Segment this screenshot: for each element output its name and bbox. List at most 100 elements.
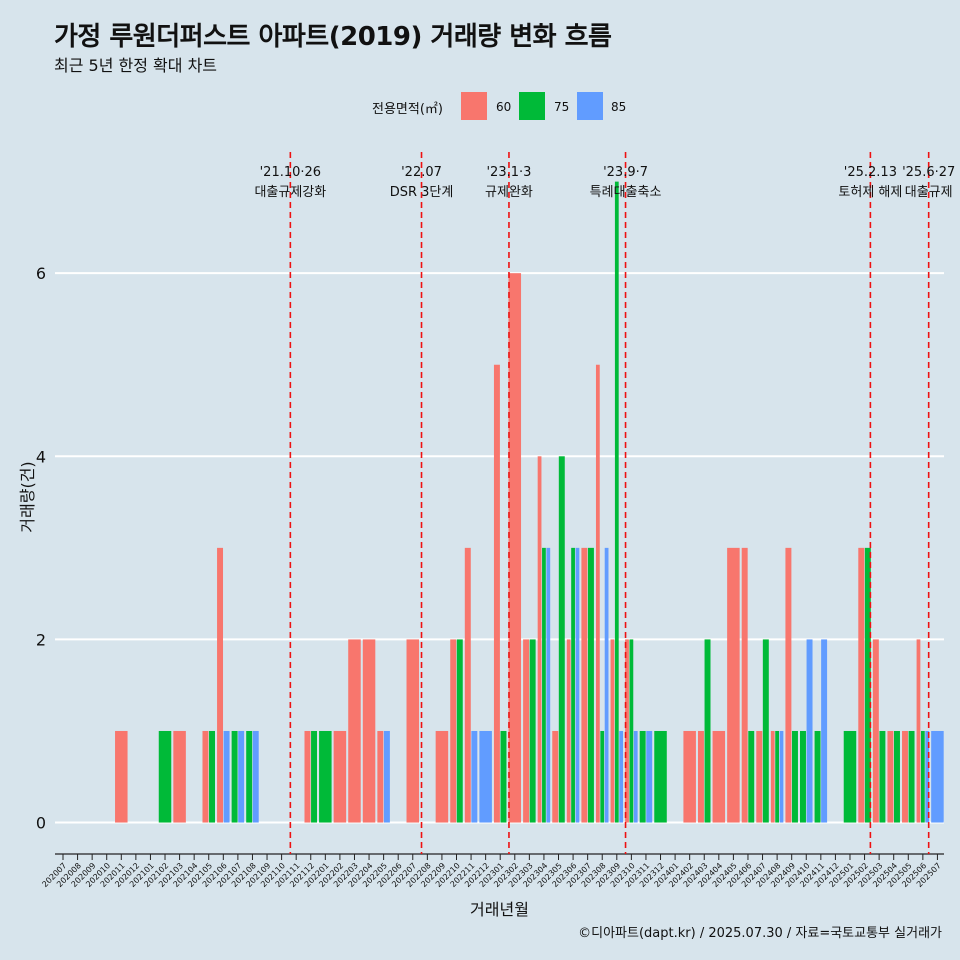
bar-75-202502 <box>864 547 871 823</box>
bar-60-202502 <box>858 547 865 823</box>
bar-60-202112 <box>304 730 311 823</box>
bar-75-202311 <box>639 730 646 823</box>
event-label-4: 토허제 해제 <box>838 185 902 200</box>
bar-75-202408 <box>775 730 780 823</box>
bar-75-202306 <box>571 547 575 823</box>
bar-60-202303 <box>523 639 530 823</box>
chart-subtitle: 최근 5년 한정 확대 차트 <box>54 56 218 75</box>
y-axis-title: 거래량(건) <box>18 461 37 532</box>
bar-60-202105 <box>202 730 209 823</box>
legend: 전용면적(㎡) 60 75 85 <box>0 92 960 122</box>
bar-60-202306 <box>566 639 571 823</box>
x-axis-title: 거래년월 <box>470 900 529 919</box>
bar-85-202411 <box>821 639 828 823</box>
bar-75-202312 <box>654 730 667 823</box>
bar-60-202103 <box>173 730 186 823</box>
bar-60-202310 <box>625 639 629 823</box>
bar-75-202102 <box>158 730 172 823</box>
bar-75-202501 <box>843 730 857 823</box>
bar-60-202305 <box>552 730 559 823</box>
legend-label-75: 75 <box>554 100 570 114</box>
event-date-2: '23.1·3 <box>486 165 531 180</box>
bar-60-202503 <box>872 639 879 823</box>
bar-75-202308 <box>600 730 605 823</box>
bar-60-202207 <box>406 639 420 823</box>
bar-60-202203 <box>348 639 361 823</box>
bar-75-202309 <box>614 181 619 823</box>
bar-85-202306 <box>575 547 580 823</box>
bar-75-202305 <box>558 456 565 823</box>
event-label-0: 대출규제강화 <box>254 185 326 200</box>
event-date-0: '21.10·26 <box>260 165 321 180</box>
legend-key-85 <box>577 92 603 120</box>
event-label-1: DSR 3단계 <box>390 185 454 200</box>
bar-60-202506 <box>916 639 921 823</box>
bar-60-202106 <box>217 547 224 823</box>
bar-75-202112 <box>311 730 318 823</box>
bar-60-202504 <box>887 730 894 823</box>
bar-75-202303 <box>529 639 536 823</box>
bar-75-202108 <box>246 730 253 823</box>
bar-60-202408 <box>770 730 775 823</box>
chart-title: 가정 루원더퍼스트 아파트(2019) 거래량 변화 흐름 <box>54 22 612 52</box>
bar-60-202211 <box>464 547 471 823</box>
event-date-4: '25.2.13 <box>844 165 897 180</box>
legend-title: 전용면적(㎡) <box>372 102 443 117</box>
event-date-3: '23.9·7 <box>603 165 648 180</box>
bar-60-202210 <box>450 639 457 823</box>
bar-75-202407 <box>762 639 769 823</box>
event-label-2: 규제완화 <box>485 185 533 200</box>
bar-75-202310 <box>629 639 634 823</box>
bar-85-202106 <box>223 730 230 823</box>
legend-label-60: 60 <box>496 100 512 114</box>
event-label-3: 특례대출축소 <box>590 185 662 200</box>
bar-75-202505 <box>908 730 915 823</box>
bar-60-202403 <box>697 730 704 823</box>
bar-60-202406 <box>741 547 748 823</box>
bar-60-202405 <box>727 547 740 823</box>
y-tick-label-0: 0 <box>36 814 46 833</box>
y-tick-label-4: 4 <box>36 447 46 466</box>
bar-60-202307 <box>581 547 588 823</box>
bar-75-202105 <box>209 730 215 823</box>
bar-75-202210 <box>456 639 463 823</box>
bar-75-202411 <box>814 730 821 823</box>
bar-75-202107 <box>231 730 238 823</box>
bar-75-202403 <box>704 639 711 823</box>
bar-60-202301 <box>493 364 500 823</box>
bar-75-202506 <box>920 730 925 823</box>
bar-75-202410 <box>800 730 806 823</box>
bar-85-202506 <box>925 730 930 823</box>
bar-60-202204 <box>362 639 376 823</box>
bar-75-202406 <box>748 730 755 823</box>
bar-60-202407 <box>756 730 763 823</box>
event-label-5: 대출규제 <box>905 185 953 200</box>
bar-85-202212 <box>479 730 492 823</box>
legend-label-85: 85 <box>611 100 627 114</box>
bar-85-202507 <box>931 730 944 823</box>
bar-60-202404 <box>712 730 726 823</box>
event-date-5: '25.6·27 <box>902 165 955 180</box>
bar-75-202301 <box>500 730 507 823</box>
bar-75-202201 <box>319 730 332 823</box>
legend-key-75 <box>519 92 545 120</box>
bar-75-202409 <box>791 730 798 823</box>
bar-60-202308 <box>595 364 600 823</box>
bar-75-202307 <box>587 547 594 823</box>
bar-60-202309 <box>610 639 615 823</box>
bar-60-202011 <box>115 730 128 823</box>
bar-85-202108 <box>252 730 259 823</box>
bar-85-202408 <box>779 730 784 823</box>
bar-60-202202 <box>333 730 347 823</box>
bar-85-202304 <box>546 547 551 823</box>
y-tick-label-6: 6 <box>36 264 46 283</box>
bar-85-202410 <box>806 639 813 823</box>
bar-75-202503 <box>879 730 886 823</box>
source-caption: ©디아파트(dapt.kr) / 2025.07.30 / 자료=국토교통부 실… <box>578 926 942 941</box>
bar-60-202409 <box>785 547 792 823</box>
bar-60-202304 <box>537 456 542 823</box>
y-tick-label-2: 2 <box>36 630 46 649</box>
bar-60-202209 <box>435 730 449 823</box>
bar-60-202302 <box>508 273 522 823</box>
